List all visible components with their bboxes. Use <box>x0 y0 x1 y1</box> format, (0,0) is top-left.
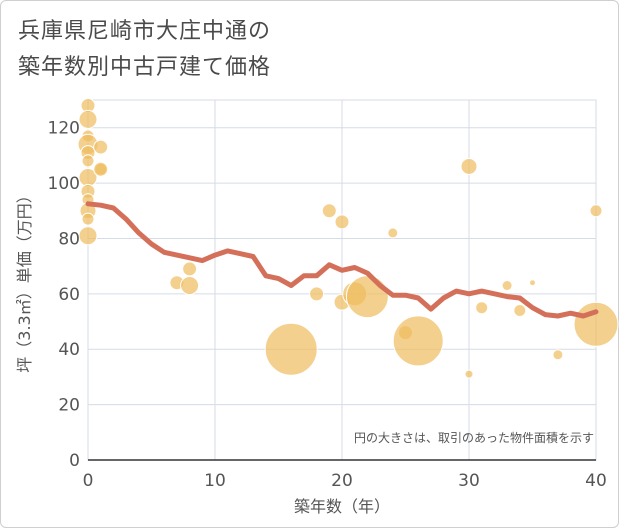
bubble-point <box>334 214 350 230</box>
bubble-point <box>501 280 513 292</box>
bubble-point <box>464 369 474 379</box>
bubble-point <box>78 226 98 246</box>
bubble-point <box>309 286 325 302</box>
x-tick-label: 20 <box>331 471 353 491</box>
x-tick-label: 0 <box>83 471 94 491</box>
grid-lines <box>87 99 597 461</box>
bubble-point <box>475 301 489 315</box>
x-tick-label: 30 <box>458 471 480 491</box>
chart-title: 兵庫県尼崎市大庄中通の 築年数別中古戸建て価格 <box>18 14 438 86</box>
y-axis-label: 坪（3.3㎡）単価（万円） <box>15 187 34 372</box>
size-note: 円の大きさは、取引のあった物件面積を示す <box>354 430 594 445</box>
bubble-point <box>93 161 109 177</box>
bubble-point <box>78 109 98 129</box>
x-tick-label: 40 <box>585 471 607 491</box>
bubble-point <box>392 315 444 367</box>
bubble-point <box>93 139 109 155</box>
title-line-1: 兵庫県尼崎市大庄中通の <box>18 19 272 44</box>
bubble-point <box>573 301 619 347</box>
title-line-2: 築年数別中古戸建て価格 <box>18 55 272 80</box>
x-tick-label: 10 <box>204 471 226 491</box>
bubble-point <box>264 322 318 376</box>
bubble-point <box>513 303 527 317</box>
bubble-point <box>387 227 399 239</box>
x-axis-label: 築年数（年） <box>294 497 390 516</box>
y-tick-label: 120 <box>48 119 80 139</box>
bubble-point <box>529 279 536 287</box>
bubble-point <box>81 212 95 226</box>
bubble-point <box>552 349 564 361</box>
y-tick-label: 40 <box>58 340 80 360</box>
bubble-point <box>182 261 198 277</box>
trend-line <box>85 201 599 319</box>
axis-ticks: 0 10 20 30 40 0 20 40 60 80 100 120 <box>48 119 607 491</box>
y-tick-label: 0 <box>69 451 80 471</box>
bubble-point <box>589 204 603 218</box>
y-tick-label: 60 <box>58 285 80 305</box>
y-tick-label: 20 <box>58 396 80 416</box>
y-tick-label: 80 <box>58 229 80 249</box>
y-tick-label: 100 <box>48 174 80 194</box>
bubble-point <box>460 157 478 175</box>
bubble-point <box>321 203 337 219</box>
bubble-point <box>180 276 200 296</box>
bubble-point <box>81 154 95 168</box>
bubble-point <box>345 275 389 319</box>
bubble-series <box>77 98 619 379</box>
